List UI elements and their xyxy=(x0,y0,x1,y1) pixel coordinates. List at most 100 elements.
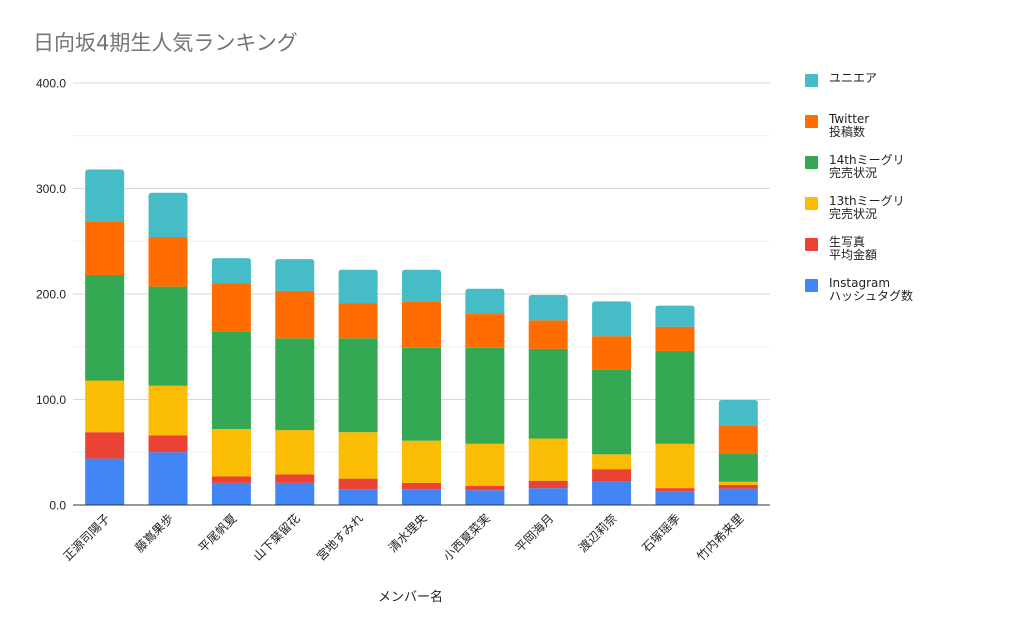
legend-swatch xyxy=(805,197,818,210)
bar-segment xyxy=(718,400,758,426)
bar-stack xyxy=(528,295,568,505)
bar-segment xyxy=(402,301,441,348)
bar-segment xyxy=(718,488,758,505)
legend-label: 生写真 平均金額 xyxy=(829,235,878,262)
bar-stack xyxy=(338,269,378,505)
bar-segment xyxy=(85,432,125,459)
x-tick-label: 宮地すみれ xyxy=(313,511,366,564)
x-axis-title: メンバー名 xyxy=(378,590,444,605)
legend-item: 13thミーグリ 完売状況 xyxy=(805,195,913,223)
bar-segment xyxy=(592,336,632,370)
y-tick-label: 300.0 xyxy=(36,182,66,196)
bar-segment xyxy=(592,469,632,482)
bar-segment xyxy=(528,438,568,481)
bar-segment xyxy=(528,480,568,489)
x-tick-label: 平尾帆夏 xyxy=(195,511,240,556)
bar-segment xyxy=(592,301,632,337)
bar-segment xyxy=(148,286,188,386)
x-tick-label: 平岡海月 xyxy=(512,511,557,556)
bar-segment xyxy=(211,429,251,477)
chart-title: 日向坂4期生人気ランキング xyxy=(33,31,298,55)
bar-segment xyxy=(655,488,695,492)
bar-segment xyxy=(465,347,505,444)
bar-segment xyxy=(655,350,695,444)
y-tick-label: 200.0 xyxy=(36,288,66,302)
bar-segment xyxy=(211,258,251,284)
y-tick-label: 0.0 xyxy=(49,499,66,513)
legend-item: 14thミーグリ 完売状況 xyxy=(805,154,913,182)
x-tick-label: 小西夏菜実 xyxy=(440,511,493,564)
bar-segment xyxy=(655,443,695,489)
bar-segment xyxy=(402,482,441,490)
x-tick-label: 正源司陽子 xyxy=(60,511,112,563)
legend-item: 生写真 平均金額 xyxy=(805,236,913,264)
legend-item: Instagram ハッシュタグ数 xyxy=(805,277,913,305)
bar-segment xyxy=(528,348,568,439)
bar-segment xyxy=(528,295,568,321)
bar-segment xyxy=(275,474,315,483)
bar-segment xyxy=(85,221,125,276)
bar-segment xyxy=(275,259,315,291)
bar-stack xyxy=(148,192,188,505)
y-axis-tick-labels: 0.0 100.0 200.0 300.0 400.0 xyxy=(36,77,66,513)
bar-segment xyxy=(275,430,315,475)
bar-segment xyxy=(528,320,568,349)
bar-segment xyxy=(85,380,125,433)
bar-segment xyxy=(85,275,125,381)
bar-stack xyxy=(402,269,441,505)
legend-label: 14thミーグリ 完売状況 xyxy=(829,153,905,180)
bar-segment xyxy=(655,305,695,327)
legend-swatch xyxy=(805,74,818,87)
bar-segment xyxy=(718,425,758,454)
bars xyxy=(85,169,758,505)
bar-segment xyxy=(592,369,632,455)
bar-segment xyxy=(211,283,251,332)
legend-swatch xyxy=(805,156,818,169)
x-tick-label: 渡辺莉奈 xyxy=(575,511,620,556)
bar-segment xyxy=(402,269,441,302)
bar-segment xyxy=(718,484,758,489)
bar-segment xyxy=(592,454,632,470)
bar-segment xyxy=(338,269,378,304)
bar-segment xyxy=(402,440,441,483)
bar-segment xyxy=(402,489,441,505)
legend-label: Instagram ハッシュタグ数 xyxy=(829,276,914,303)
bar-stack xyxy=(211,258,251,505)
bar-segment xyxy=(338,489,378,505)
x-tick-label: 藤嶌果歩 xyxy=(132,511,177,556)
bar-segment xyxy=(148,435,188,453)
bar-stack xyxy=(85,169,125,505)
y-tick-label: 100.0 xyxy=(36,393,66,407)
bar-stack xyxy=(275,259,315,505)
bar-segment xyxy=(211,331,251,430)
bar-segment xyxy=(148,192,188,238)
bar-segment xyxy=(85,169,125,222)
legend-item: Twitter 投稿数 xyxy=(805,113,913,141)
bar-segment xyxy=(718,453,758,482)
x-tick-label: 山下葉留花 xyxy=(250,511,303,564)
bar-segment xyxy=(275,482,315,505)
bar-stack xyxy=(592,301,632,505)
bar-segment xyxy=(211,482,251,505)
legend-swatch xyxy=(805,238,818,251)
bar-segment xyxy=(465,443,505,487)
bar-segment xyxy=(718,481,758,485)
bar-stack xyxy=(655,305,695,505)
bar-segment xyxy=(655,326,695,351)
bar-segment xyxy=(148,385,188,436)
bar-segment xyxy=(528,488,568,505)
x-tick-label: 清水理央 xyxy=(386,511,430,555)
y-tick-label: 400.0 xyxy=(36,77,66,91)
bar-stack xyxy=(718,400,758,505)
bar-segment xyxy=(275,338,315,431)
legend-label: ユニエア xyxy=(829,71,878,85)
bar-segment xyxy=(338,432,378,479)
bar-segment xyxy=(275,290,315,339)
x-tick-label: 石塚瑶季 xyxy=(639,511,683,555)
bar-segment xyxy=(465,288,505,315)
x-axis-tick-labels: 正源司陽子 藤嶌果歩 平尾帆夏 山下葉留花 宮地すみれ 清水理央 小西夏菜実 平岡海月 渡辺莉奈… xyxy=(60,511,746,564)
legend: ユニエア Twitter 投稿数 14thミーグリ 完売状況 13thミーグリ 完売状… xyxy=(805,72,913,318)
legend-label: 13thミーグリ 完売状況 xyxy=(829,194,905,221)
bar-segment xyxy=(148,452,188,505)
